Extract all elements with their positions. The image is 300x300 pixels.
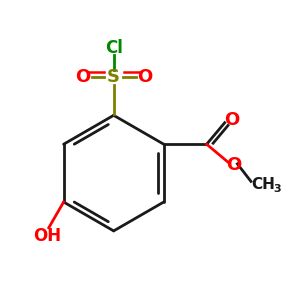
Text: O: O [75,68,90,86]
Text: OH: OH [33,227,61,245]
Text: O: O [226,156,242,174]
Text: S: S [107,68,120,86]
Text: O: O [224,111,240,129]
Text: Cl: Cl [105,39,123,57]
Text: CH: CH [251,177,275,192]
Text: O: O [137,68,153,86]
Text: 3: 3 [273,184,280,194]
